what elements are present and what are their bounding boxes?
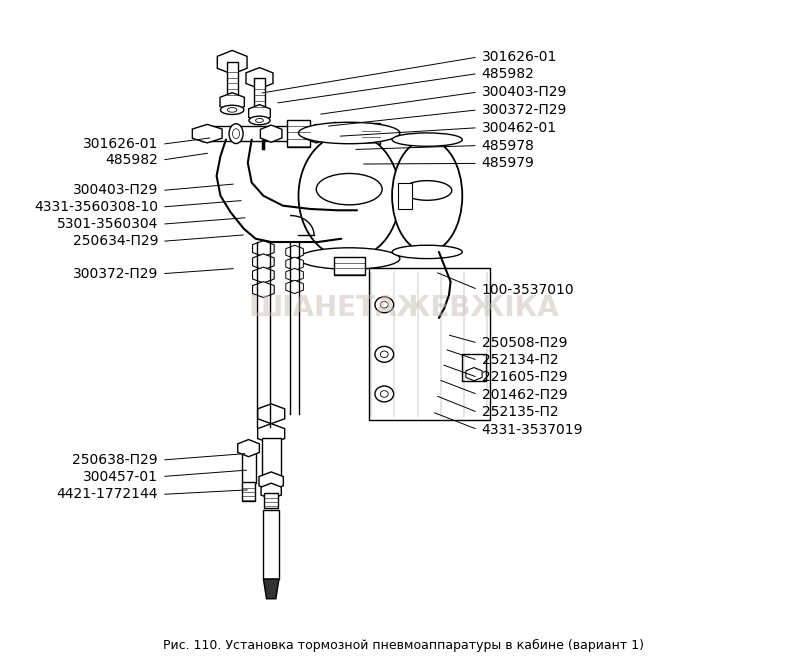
Polygon shape	[340, 125, 361, 142]
Ellipse shape	[403, 181, 452, 200]
Text: 252135-П2: 252135-П2	[482, 405, 559, 419]
Text: 4421-1772144: 4421-1772144	[57, 488, 158, 501]
Text: 300372-П29: 300372-П29	[482, 103, 567, 117]
FancyBboxPatch shape	[369, 268, 490, 420]
Polygon shape	[258, 423, 285, 444]
Text: 300462-01: 300462-01	[482, 120, 557, 134]
FancyBboxPatch shape	[254, 78, 265, 108]
FancyBboxPatch shape	[334, 256, 365, 275]
Polygon shape	[246, 68, 273, 89]
Polygon shape	[217, 50, 247, 74]
FancyBboxPatch shape	[243, 482, 255, 501]
Text: Рис. 110. Установка тормозной пневмоаппаратуры в кабине (вариант 1): Рис. 110. Установка тормозной пневмоаппа…	[164, 638, 644, 652]
Polygon shape	[253, 241, 275, 256]
FancyBboxPatch shape	[398, 183, 412, 209]
Ellipse shape	[298, 133, 400, 258]
Text: 4331-3560308-10: 4331-3560308-10	[34, 200, 158, 214]
Text: 485982: 485982	[482, 66, 535, 80]
Circle shape	[375, 347, 393, 362]
FancyBboxPatch shape	[262, 438, 281, 476]
Polygon shape	[263, 579, 279, 599]
Polygon shape	[259, 472, 283, 490]
Ellipse shape	[255, 118, 263, 122]
Text: 301626-01: 301626-01	[482, 50, 557, 64]
Circle shape	[375, 297, 393, 312]
FancyBboxPatch shape	[286, 120, 310, 147]
Text: ШIАНЕТАЖЕВЖIКА: ШIАНЕТАЖЕВЖIКА	[248, 294, 559, 322]
Ellipse shape	[327, 122, 343, 145]
Ellipse shape	[392, 246, 462, 259]
Polygon shape	[253, 267, 275, 283]
Text: 300403-П29: 300403-П29	[482, 85, 567, 99]
Text: 300457-01: 300457-01	[83, 470, 158, 484]
FancyBboxPatch shape	[201, 126, 353, 141]
Polygon shape	[249, 104, 271, 122]
Ellipse shape	[232, 128, 239, 138]
FancyBboxPatch shape	[242, 450, 255, 483]
FancyBboxPatch shape	[264, 493, 279, 508]
Text: 300403-П29: 300403-П29	[73, 183, 158, 197]
Ellipse shape	[220, 105, 244, 114]
Polygon shape	[220, 93, 244, 111]
Polygon shape	[253, 282, 275, 298]
Polygon shape	[304, 124, 329, 143]
Text: 5301-3560304: 5301-3560304	[57, 217, 158, 231]
Text: 221605-П29: 221605-П29	[482, 371, 567, 385]
Text: 4331-3537019: 4331-3537019	[482, 423, 583, 437]
Ellipse shape	[316, 173, 382, 205]
Text: 301626-01: 301626-01	[83, 137, 158, 151]
Polygon shape	[253, 254, 275, 270]
Polygon shape	[286, 257, 303, 270]
Ellipse shape	[298, 122, 400, 144]
Ellipse shape	[249, 116, 270, 124]
Polygon shape	[286, 280, 303, 294]
Circle shape	[381, 391, 388, 397]
FancyBboxPatch shape	[362, 123, 380, 145]
Ellipse shape	[229, 124, 243, 144]
FancyBboxPatch shape	[227, 62, 238, 96]
Text: 485978: 485978	[482, 138, 535, 153]
Text: 300372-П29: 300372-П29	[73, 267, 158, 281]
Ellipse shape	[227, 108, 237, 112]
Polygon shape	[238, 440, 259, 457]
Polygon shape	[192, 124, 222, 143]
Text: 485982: 485982	[105, 153, 158, 167]
Text: 252134-П2: 252134-П2	[482, 353, 559, 367]
Text: 201462-П29: 201462-П29	[482, 387, 567, 401]
Text: 250508-П29: 250508-П29	[482, 336, 567, 350]
Polygon shape	[260, 125, 282, 142]
Polygon shape	[286, 268, 303, 282]
Polygon shape	[258, 404, 285, 423]
Text: 485979: 485979	[482, 157, 535, 171]
Circle shape	[375, 386, 393, 402]
Circle shape	[381, 302, 388, 308]
FancyBboxPatch shape	[263, 510, 279, 579]
FancyBboxPatch shape	[462, 355, 486, 381]
Text: 250634-П29: 250634-П29	[73, 234, 158, 248]
Polygon shape	[286, 246, 303, 258]
Text: 100-3537010: 100-3537010	[482, 282, 575, 296]
Polygon shape	[466, 367, 482, 381]
Ellipse shape	[331, 128, 339, 139]
Ellipse shape	[298, 248, 400, 269]
Polygon shape	[261, 483, 282, 499]
Ellipse shape	[392, 133, 462, 147]
Circle shape	[381, 351, 388, 358]
Ellipse shape	[392, 140, 462, 252]
Text: 250638-П29: 250638-П29	[73, 453, 158, 467]
